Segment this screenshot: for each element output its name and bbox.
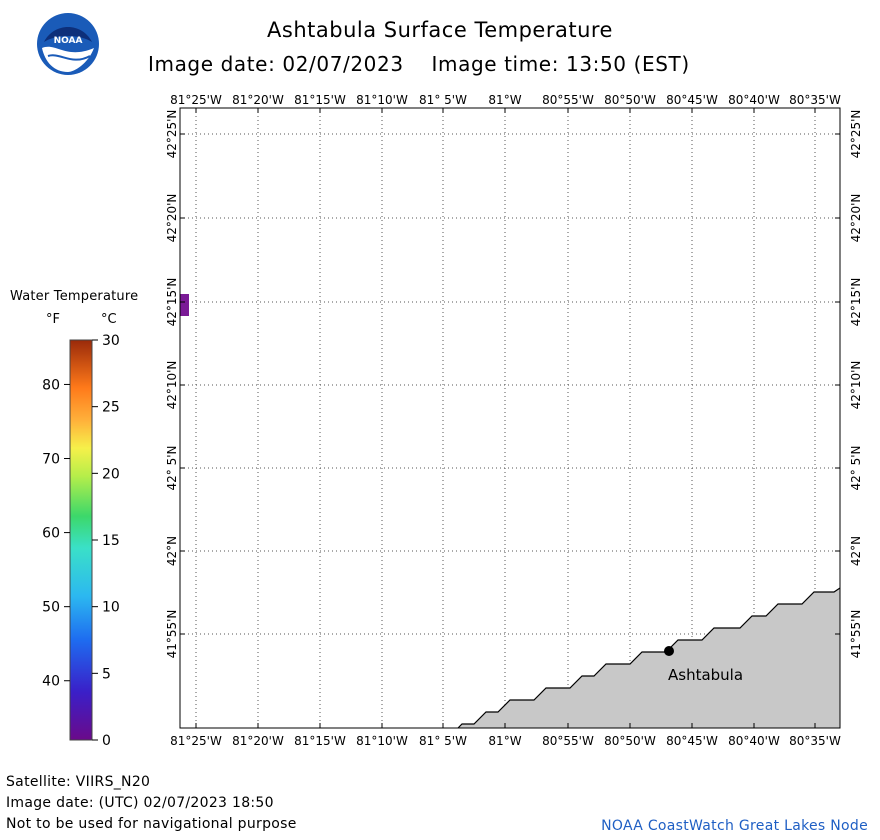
lat-labels-right: 42°25'N 42°20'N 42°15'N 42°10'N 42° 5'N 42°N 4… [849, 110, 863, 659]
lat-label: 42°15'N [165, 278, 179, 327]
city-marker [664, 646, 674, 656]
map-frame: Ashtabula [179, 107, 841, 729]
colorbar-gradient [69, 339, 93, 741]
lon-labels-bottom: 81°25'W 81°20'W 81°15'W 81°10'W 81° 5'W 81°W 8… [170, 734, 841, 748]
noaa-logo-icon: NOAA [37, 13, 99, 75]
temperature-data-pixel [180, 294, 189, 316]
page-title: Ashtabula Surface Temperature [267, 18, 613, 42]
land-area [458, 588, 840, 728]
lon-label: 81°25'W [170, 93, 222, 107]
lat-label: 42°10'N [849, 361, 863, 410]
lon-label: 81° 5'W [419, 734, 467, 748]
lon-label: 81° 5'W [419, 93, 467, 107]
f-tick-label: 70 [42, 452, 60, 468]
lon-label: 81°W [488, 93, 521, 107]
lat-label: 42°25'N [165, 110, 179, 159]
lat-label: 41°55'N [165, 610, 179, 659]
lat-label: 42°N [165, 536, 179, 566]
c-tick-label: 25 [102, 400, 120, 416]
city-label: Ashtabula [668, 666, 743, 684]
lon-label: 80°35'W [789, 93, 841, 107]
lon-labels-top: 81°25'W 81°20'W 81°15'W 81°10'W 81° 5'W 81°W 8… [170, 93, 841, 107]
water-area [180, 108, 840, 728]
c-tick-label: 0 [102, 733, 111, 749]
legend-unit-f: °F [46, 312, 60, 327]
lon-label: 80°50'W [604, 734, 656, 748]
lon-label: 80°50'W [604, 93, 656, 107]
lon-label: 80°55'W [542, 734, 594, 748]
lat-label: 42°15'N [849, 278, 863, 327]
f-tick-label: 60 [42, 526, 60, 542]
f-tick-label: 50 [42, 600, 60, 616]
lat-labels-left: 42°25'N 42°20'N 42°15'N 42°10'N 42° 5'N 42°N 4… [165, 110, 179, 659]
lon-label: 81°W [488, 734, 521, 748]
f-tick-label: 40 [42, 674, 60, 690]
lat-label: 42°N [849, 536, 863, 566]
shoreline [457, 587, 841, 729]
lat-label: 42°20'N [165, 194, 179, 243]
lon-label: 81°20'W [232, 93, 284, 107]
lat-label: 41°55'N [849, 610, 863, 659]
lon-label: 80°55'W [542, 93, 594, 107]
c-tick-label: 5 [102, 666, 111, 682]
lon-label: 80°45'W [666, 93, 718, 107]
lat-label: 42°20'N [849, 194, 863, 243]
lon-label: 80°45'W [666, 734, 718, 748]
disclaimer: Not to be used for navigational purpose [6, 816, 297, 832]
legend-title: Water Temperature [10, 289, 139, 304]
lon-label: 80°40'W [728, 93, 780, 107]
c-tick-label: 30 [102, 333, 120, 349]
c-tick-label: 10 [102, 600, 120, 616]
satellite-info: Satellite: VIIRS_N20 [6, 774, 151, 790]
credit-link[interactable]: NOAA CoastWatch Great Lakes Node [601, 818, 868, 834]
utc-date: Image date: (UTC) 02/07/2023 18:50 [6, 795, 274, 811]
legend-unit-c: °C [101, 312, 117, 327]
lon-label: 80°35'W [789, 734, 841, 748]
lon-label: 80°40'W [728, 734, 780, 748]
lon-label: 81°25'W [170, 734, 222, 748]
lon-label: 81°10'W [356, 93, 408, 107]
legend-c-ticks: 0 5 10 15 20 25 30 [92, 333, 120, 749]
lon-label: 81°15'W [294, 93, 346, 107]
legend-f-ticks: 40 50 60 70 80 [42, 377, 70, 690]
legend-colorbar [69, 339, 93, 741]
f-tick-label: 80 [42, 377, 60, 393]
logo-text: NOAA [54, 36, 83, 46]
lon-label: 81°10'W [356, 734, 408, 748]
image-date: Image date: 02/07/2023 [148, 52, 404, 76]
lat-label: 42° 5'N [849, 446, 863, 491]
lat-label: 42°25'N [849, 110, 863, 159]
lon-label: 81°20'W [232, 734, 284, 748]
lon-label: 81°15'W [294, 734, 346, 748]
image-time: Image time: 13:50 (EST) [431, 52, 690, 76]
lat-label: 42°10'N [165, 361, 179, 410]
map-border [179, 107, 841, 729]
image-datetime: Image date: 02/07/2023 Image time: 13:50… [148, 52, 690, 76]
c-tick-label: 15 [102, 533, 120, 549]
c-tick-label: 20 [102, 466, 120, 482]
lat-label: 42° 5'N [165, 446, 179, 491]
